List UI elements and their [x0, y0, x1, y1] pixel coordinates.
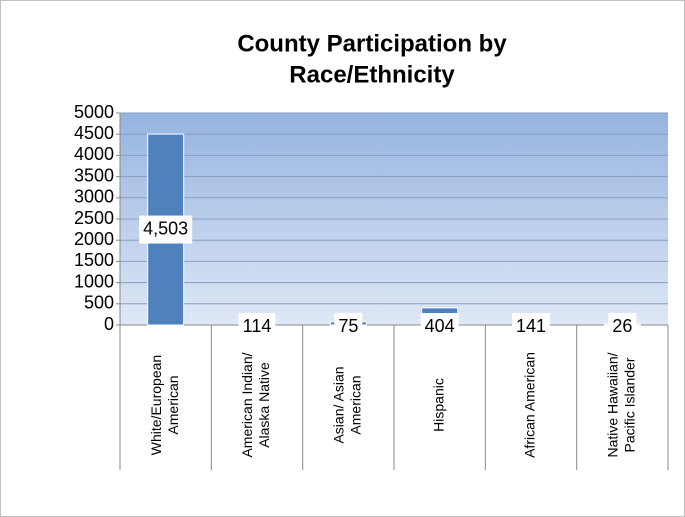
data-label-box	[139, 215, 193, 244]
y-tick-label: 3500	[74, 165, 114, 185]
x-tick-label: African American	[522, 352, 538, 458]
data-label: 404	[425, 316, 455, 336]
x-tick-label: Pacific Islander	[622, 357, 638, 452]
data-label-box	[238, 313, 276, 341]
y-tick-label: 3000	[74, 187, 114, 207]
data-label: 4,503	[143, 218, 188, 238]
x-tick-label: Alaska Native	[256, 362, 272, 448]
data-label: 75	[338, 316, 358, 336]
data-label: 114	[243, 316, 272, 336]
y-tick-label: 4000	[74, 144, 114, 164]
y-tick-label: 5000	[74, 102, 114, 122]
y-tick-label: 0	[104, 314, 114, 334]
chart-title: County Participation by	[237, 30, 507, 57]
x-tick-label: American Indian/	[239, 352, 255, 457]
x-tick-label: American	[348, 375, 364, 434]
y-tick-label: 1000	[74, 271, 114, 291]
x-tick-label: Asian/ Asian	[331, 366, 347, 443]
y-tick-label: 1500	[74, 250, 114, 270]
y-tick-label: 2000	[74, 229, 114, 249]
data-label-box	[334, 313, 363, 341]
data-label-box	[511, 313, 551, 341]
y-tick-label: 4500	[74, 123, 114, 143]
x-tick-label: American	[165, 375, 181, 434]
data-label-box	[420, 313, 459, 341]
x-tick-label: Hispanic	[430, 378, 446, 432]
chart-title: Race/Ethnicity	[289, 61, 455, 88]
x-tick-label: Native Hawaiian/	[605, 352, 621, 457]
y-tick-label: 2500	[74, 208, 114, 228]
data-label: 26	[612, 316, 632, 336]
data-label: 141	[516, 316, 546, 336]
data-label-box	[608, 313, 637, 341]
y-tick-label: 500	[84, 293, 114, 313]
x-tick-label: White/European	[148, 355, 164, 455]
